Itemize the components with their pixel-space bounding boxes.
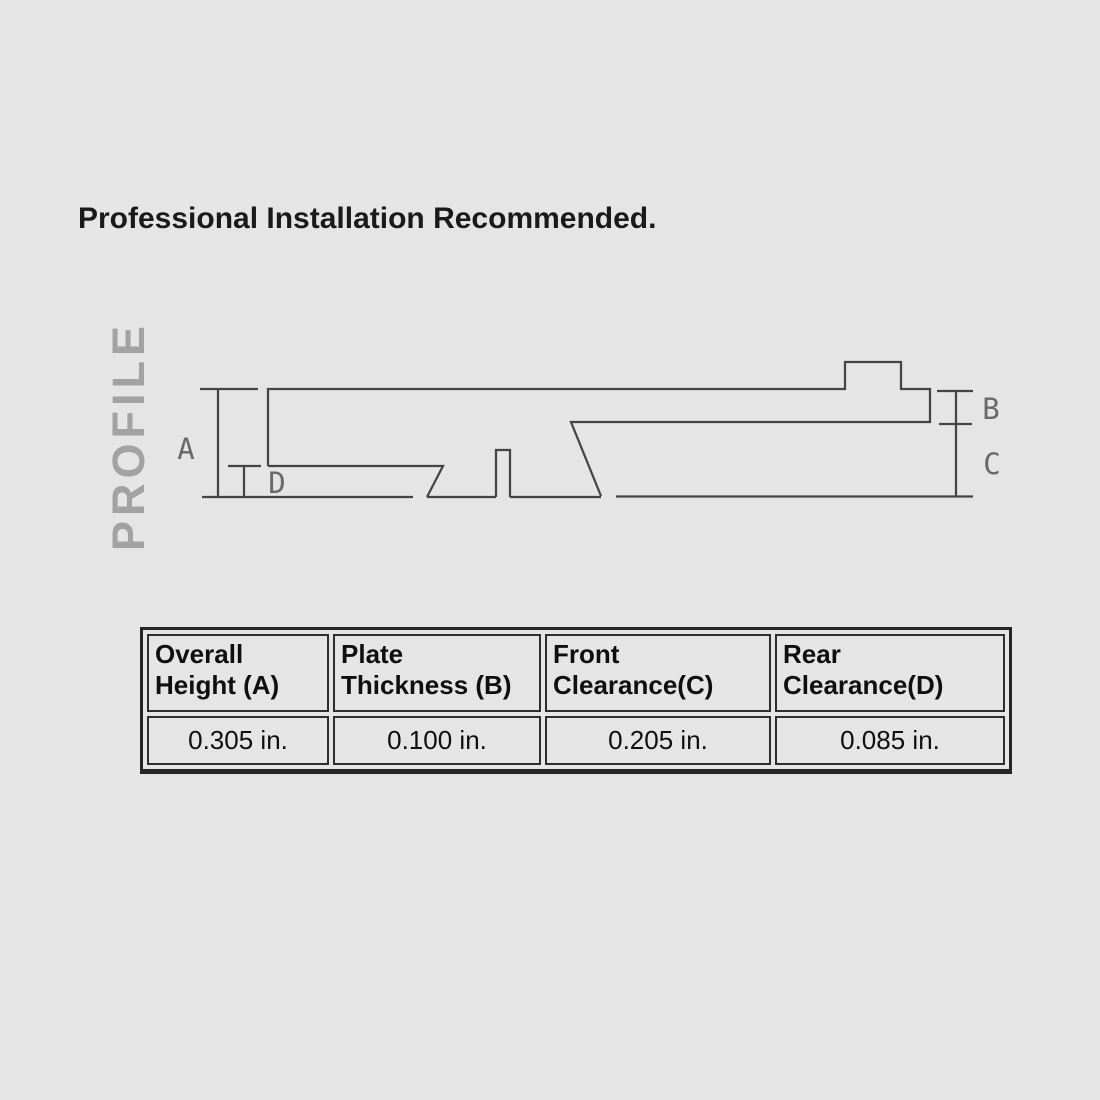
header-line: Rear — [783, 639, 841, 669]
header-overall-height: Overall Height (A) — [147, 634, 329, 712]
value-rear-clearance: 0.085 in. — [775, 716, 1005, 765]
dimension-spec-table: Overall Height (A) Plate Thickness (B) F… — [140, 627, 1012, 774]
value-front-clearance: 0.205 in. — [545, 716, 771, 765]
dimension-label-c: C — [983, 447, 1000, 481]
profile-underside — [268, 464, 445, 498]
spec-header-row: Overall Height (A) Plate Thickness (B) F… — [147, 634, 1005, 712]
header-line: Clearance(D) — [783, 670, 944, 700]
installation-note-heading: Professional Installation Recommended. — [78, 202, 657, 235]
header-front-clearance: Front Clearance(C) — [545, 634, 771, 712]
header-line: Overall — [155, 639, 244, 669]
dimension-label-d: D — [268, 466, 285, 500]
header-line: Front — [553, 639, 620, 669]
value-plate-thickness: 0.100 in. — [333, 716, 541, 765]
header-line: Height (A) — [155, 670, 280, 700]
base-tab — [494, 448, 512, 497]
header-line: Thickness (B) — [341, 670, 512, 700]
value-overall-height: 0.305 in. — [147, 716, 329, 765]
header-plate-thickness: Plate Thickness (B) — [333, 634, 541, 712]
dimension-label-b: B — [982, 392, 999, 426]
header-rear-clearance: Rear Clearance(D) — [775, 634, 1005, 712]
dimension-label-a: A — [177, 432, 194, 466]
spec-value-row: 0.305 in. 0.100 in. 0.205 in. 0.085 in. — [147, 716, 1005, 765]
profile-outline — [266, 360, 932, 497]
header-line: Clearance(C) — [553, 670, 714, 700]
header-line: Plate — [341, 639, 404, 669]
